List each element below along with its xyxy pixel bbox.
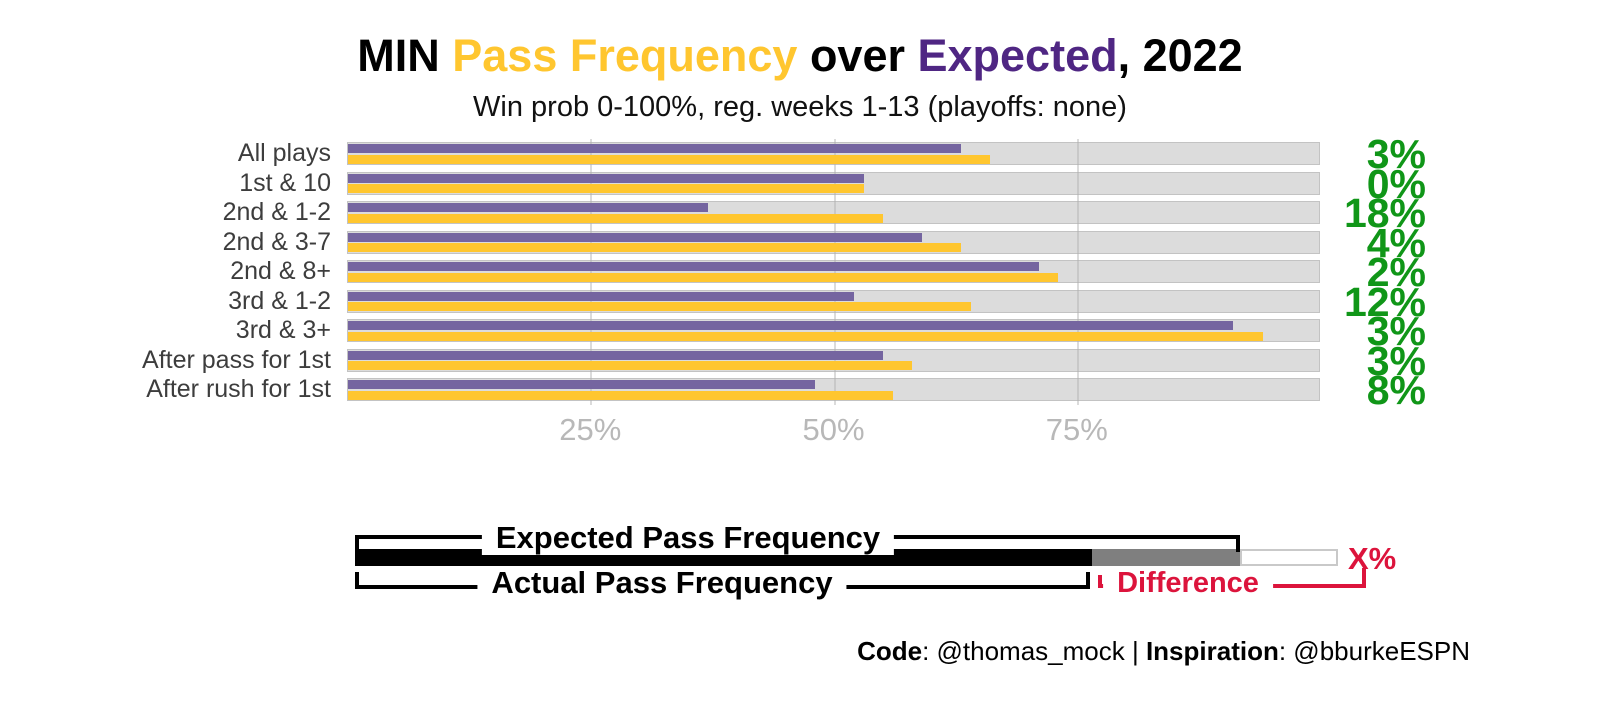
row-label: All plays [237,139,331,167]
gridline [833,139,836,405]
chart-rows: All plays 3% 1st & 10 0% 2nd & 1-2 18% 2nd & 3… [0,131,1600,413]
row-label: After rush for 1st [146,375,331,403]
difference-pct-label: 8% [1366,367,1426,413]
chart-row: 2nd & 1-2 18% [0,190,1600,236]
difference-pct-label: 2% [1366,249,1426,295]
legend-difference-tick-left [1098,575,1102,588]
chart-row: 3rd & 3+ 3% [0,308,1600,354]
actual-bar [348,184,864,193]
title-year: , 2022 [1117,30,1243,81]
actual-bar [348,361,913,370]
expected-bar [348,203,708,212]
difference-pct-label: 4% [1366,219,1426,266]
difference-pct-label: 12% [1343,278,1426,325]
chart-row: 3rd & 1-2 12% [0,278,1600,325]
row-label: 2nd & 1-2 [222,198,331,226]
bracket-tick-left [355,539,359,552]
difference-pct-label: 3% [1366,308,1426,354]
bracket-tick-right [1086,572,1090,585]
expected-bar [348,380,816,389]
bracket-tick-left [355,572,359,585]
chart-row: All plays 3% [0,131,1600,177]
row-label: 3rd & 3+ [235,316,331,344]
chart-title: MIN Pass Frequency over Expected, 2022 [0,30,1600,82]
title-expected: Expected [917,30,1118,81]
difference-pct-label: 0% [1366,160,1426,207]
title-team: MIN [357,30,453,81]
caption-code-label: Code [857,636,923,666]
title-over: over [797,30,918,81]
x-tick-label: 75% [1045,412,1108,447]
x-tick-label: 25% [559,412,622,447]
actual-bar [348,154,991,164]
actual-bar [348,213,884,223]
expected-bar [348,350,884,360]
legend-difference-tick-right [1362,568,1366,588]
actual-bar [348,302,971,311]
gridline [590,139,593,405]
difference-pct-label: 3% [1366,337,1426,384]
chart-row: After pass for 1st 3% [0,337,1600,384]
legend-difference-bar [1092,549,1240,566]
actual-bar [348,243,961,252]
row-label: 3rd & 1-2 [228,286,331,315]
caption: Code: @thomas_mock | Inspiration: @bburk… [857,636,1470,667]
expected-bar [348,291,854,301]
row-label: After pass for 1st [142,345,331,374]
caption-code-value: : @thomas_mock | [922,636,1146,666]
expected-bar [348,321,1234,330]
title-pass-frequency: Pass Frequency [452,30,798,81]
legend-actual-label: Actual Pass Frequency [477,565,847,601]
expected-bar [348,173,864,183]
expected-bar [348,262,1039,271]
row-label: 2nd & 3-7 [222,227,331,256]
expected-bar [348,232,923,242]
actual-bar [348,272,1059,282]
caption-inspiration-value: : @bburkeESPN [1278,636,1470,666]
actual-bar [348,390,893,400]
chart-row: 2nd & 8+ 2% [0,249,1600,295]
legend-remainder-bar [1240,549,1338,566]
chart-subtitle: Win prob 0-100%, reg. weeks 1-13 (playof… [473,91,1127,123]
chart-row: 1st & 10 0% [0,160,1600,207]
chart-row: 2nd & 3-7 4% [0,219,1600,266]
legend-difference-label: Difference [1103,567,1273,600]
gridline [1076,139,1079,405]
row-label: 2nd & 8+ [230,257,331,285]
row-label: 1st & 10 [239,168,331,197]
difference-pct-label: 3% [1366,131,1426,177]
bracket-tick-right [1236,539,1240,552]
caption-inspiration-label: Inspiration [1145,636,1279,666]
x-tick-label: 50% [802,412,865,447]
chart-row: After rush for 1st 8% [0,367,1600,413]
legend-expected-label: Expected Pass Frequency [481,520,895,556]
expected-bar [348,144,961,153]
actual-bar [348,331,1263,341]
difference-pct-label: 18% [1343,190,1426,236]
legend-x-percent-label: X% [1348,541,1397,576]
